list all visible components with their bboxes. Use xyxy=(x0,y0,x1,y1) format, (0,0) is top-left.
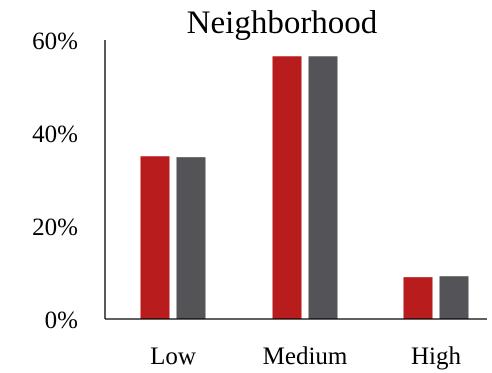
bar-medium-series-2 xyxy=(308,56,338,320)
bar-low-series-1 xyxy=(140,156,170,319)
x-axis-labels: Low Medium High xyxy=(150,343,461,370)
bar-high-series-2 xyxy=(439,276,469,319)
y-tick-label: 60% xyxy=(32,28,78,55)
bar-high-series-1 xyxy=(403,277,433,319)
bar-low-series-2 xyxy=(176,157,206,319)
bars xyxy=(140,56,469,320)
chart-title: Neighborhood xyxy=(187,5,378,41)
x-category-label: High xyxy=(411,343,462,370)
y-tick-label: 20% xyxy=(32,214,78,241)
y-tick-label: 0% xyxy=(45,307,78,334)
x-category-label: Low xyxy=(150,343,196,370)
y-tick-label: 40% xyxy=(32,121,78,148)
bar-medium-series-1 xyxy=(272,56,302,320)
y-axis-ticks: 0% 20% 40% 60% xyxy=(32,28,78,334)
x-category-label: Medium xyxy=(263,343,348,370)
